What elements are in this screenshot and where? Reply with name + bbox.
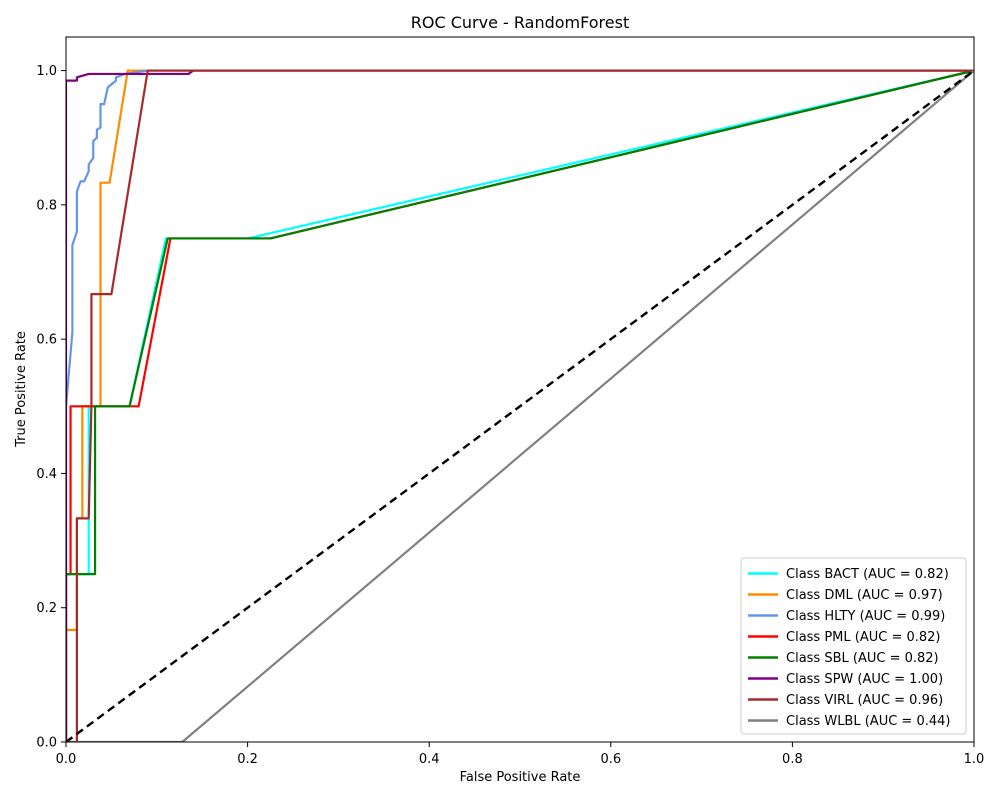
legend-entry-label: Class HLTY (AUC = 0.99) [786, 609, 945, 624]
x-tick-label: 0.8 [782, 752, 803, 767]
x-tick-label: 1.0 [964, 752, 985, 767]
x-tick-label: 0.0 [56, 752, 77, 767]
legend: Class BACT (AUC = 0.82) Class DML (AUC = … [740, 557, 967, 735]
plot-frame [65, 36, 975, 743]
y-tick-label: 0.6 [36, 333, 57, 348]
x-tick-label: 0.6 [600, 752, 621, 767]
chart-title: ROC Curve - RandomForest [411, 13, 629, 32]
series-line-7 [66, 69, 974, 742]
legend-entry-label: Class WLBL (AUC = 0.44) [786, 714, 950, 729]
reference-diagonal-line [66, 69, 974, 742]
x-axis-label: False Positive Rate [460, 770, 581, 785]
series-line-2 [66, 69, 974, 742]
y-tick-label: 0.8 [36, 198, 57, 213]
series-line-4 [66, 69, 974, 742]
x-tick-label: 0.2 [237, 752, 258, 767]
y-axis: 0.0 0.2 0.4 0.6 0.8 1.0 [36, 64, 66, 751]
legend-box [740, 557, 967, 735]
x-tick-label: 0.4 [419, 752, 440, 767]
y-tick-label: 0.0 [36, 736, 57, 751]
y-tick-label: 0.4 [36, 467, 57, 482]
y-tick-label: 1.0 [36, 64, 57, 79]
x-axis: 0.0 0.2 0.4 0.6 0.8 1.0 [56, 742, 985, 767]
legend-entry-label: Class VIRL (AUC = 0.96) [786, 693, 943, 708]
legend-entry-label: Class SBL (AUC = 0.82) [786, 651, 939, 666]
y-tick-label: 0.2 [36, 601, 57, 616]
legend-entry-label: Class BACT (AUC = 0.82) [786, 567, 949, 582]
legend-entry-label: Class DML (AUC = 0.97) [786, 588, 943, 603]
series-line-6 [66, 69, 974, 742]
legend-entry-label: Class PML (AUC = 0.82) [786, 630, 941, 645]
plot-area [66, 69, 974, 742]
legend-entry-label: Class SPW (AUC = 1.00) [786, 672, 943, 687]
y-axis-label: True Positive Rate [14, 331, 29, 448]
